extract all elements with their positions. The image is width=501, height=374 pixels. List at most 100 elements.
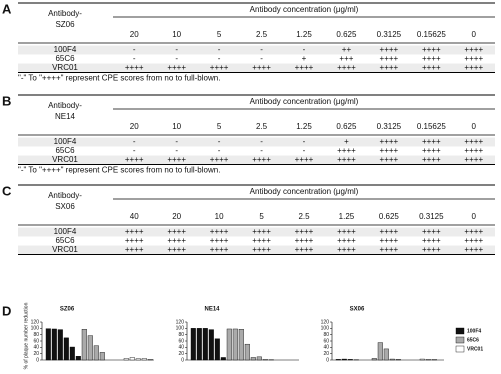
score: - [133,137,136,146]
bar [45,328,51,361]
row-name: 65C6 [55,54,75,63]
concentration: 20 [172,212,181,221]
score: ++++ [422,45,441,54]
score: ++++ [295,63,314,72]
bar [123,358,129,361]
concentration: 2.5 [256,122,268,131]
score: ++++ [464,137,483,146]
score: ++++ [464,54,483,63]
concentration: 0.3125 [377,30,402,39]
legend-label: 65C6 [467,337,479,343]
bar [196,328,202,361]
bar [87,335,93,361]
chart-title: NE14 [204,307,220,313]
row-shade [18,155,495,165]
score: - [303,146,306,155]
score: - [260,54,263,63]
score: ++++ [125,227,144,236]
score: ++++ [380,45,399,54]
score: ++++ [167,236,186,245]
y-tick-label: 120 [321,319,330,325]
row-shade [18,63,495,73]
y-tick-label: 60 [323,338,329,344]
concentration: 0.3125 [377,122,402,131]
score: ++++ [295,155,314,164]
score: ++++ [422,54,441,63]
score: ++++ [464,245,483,254]
concentration: 0 [472,122,477,131]
score: ++++ [380,245,399,254]
concentration: 0 [472,212,477,221]
y-tick-label: 40 [33,345,39,351]
score: ++++ [210,245,229,254]
bar [371,358,377,361]
column-header: Antibody concentration (μg/ml) [250,187,359,196]
y-tick-label: 20 [178,351,184,357]
concentration: 5 [217,30,222,39]
concentration: 10 [172,30,181,39]
score: - [133,45,136,54]
bar [69,346,75,361]
score: - [175,54,178,63]
bar [202,328,208,361]
legend-label: 100F4 [467,328,481,334]
y-tick-label: 60 [178,338,184,344]
bar [341,358,347,361]
bar [250,357,256,361]
concentration: 1.25 [339,212,355,221]
concentration: 10 [215,212,224,221]
bar [57,329,63,361]
concentration: 0.625 [336,30,357,39]
concentration: 20 [130,122,139,131]
score: - [133,54,136,63]
concentration: 0.15625 [417,122,446,131]
bar [347,359,353,361]
bar [81,329,87,361]
row-name: VRC01 [52,63,78,72]
y-tick-label: 80 [323,332,329,338]
score: - [218,54,221,63]
score: ++++ [337,155,356,164]
score: ++++ [125,63,144,72]
row-name: 65C6 [55,146,75,155]
bar [99,352,105,361]
score: +++ [339,54,353,63]
concentration: 0.3125 [419,212,444,221]
concentration: 0.15625 [417,30,446,39]
score: ++++ [252,236,271,245]
bar [383,348,389,361]
score: ++++ [337,227,356,236]
concentration: 5 [259,212,264,221]
y-tick-label: 40 [178,345,184,351]
score: ++++ [210,155,229,164]
score: - [218,45,221,54]
score: - [175,45,178,54]
y-axis-label: % of plaque number reduction [23,302,29,369]
bar [395,359,401,361]
score: ++++ [380,54,399,63]
score: ++++ [125,245,144,254]
bar [135,358,141,361]
row-name: 65C6 [55,236,75,245]
y-tick-label: 0 [36,357,39,363]
column-header: Antibody concentration (μg/ml) [250,5,359,14]
legend-swatch [455,327,465,335]
bar [244,343,250,361]
bar [129,357,135,361]
bar [389,358,395,361]
bar [214,338,220,361]
score: - [133,146,136,155]
legend-swatch [455,345,465,353]
score: ++++ [167,245,186,254]
row-header: Antibody- [48,191,82,200]
score: ++++ [167,227,186,236]
score: ++++ [464,63,483,72]
bar [147,359,153,361]
score: ++++ [464,155,483,164]
row-name: 100F4 [54,45,77,54]
score: ++++ [125,236,144,245]
concentration: 0.625 [379,212,400,221]
y-tick-label: 120 [31,319,40,325]
